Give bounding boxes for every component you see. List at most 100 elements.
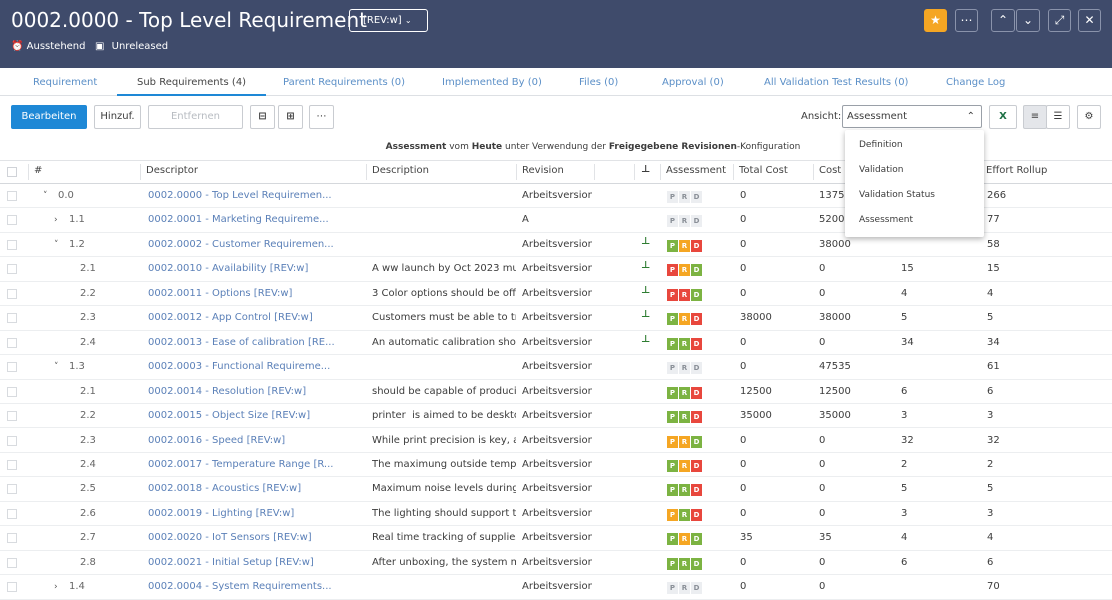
view-option[interactable]: Assessment [859,215,913,225]
cost-rollup: 0 [819,507,826,519]
effort-rollup: 3 [987,507,994,519]
row-checkbox[interactable] [7,459,17,470]
row-number: 1.2 [69,238,85,250]
descriptor-link[interactable]: 0002.0016 - Speed [REV:w] [148,434,286,446]
close-button[interactable]: ✕ [1078,9,1101,32]
column-header[interactable]: Effort Rollup [986,165,1048,176]
collapse-button[interactable]: ⤢ [1048,9,1071,32]
assessment-chip: R [679,533,690,546]
config-segment: unter Verwendung der [502,142,609,152]
tab[interactable]: Parent Requirements (0) [283,77,406,88]
remove-button[interactable]: Entfernen [148,105,243,129]
expand-all-button[interactable]: ⊞ [278,105,303,129]
column-header[interactable]: Assessment [666,165,726,176]
row-checkbox[interactable] [7,239,17,250]
descriptor-link[interactable]: 0002.0021 - Initial Setup [REV:w] [148,556,314,568]
descriptor-link[interactable]: 0002.0015 - Object Size [REV:w] [148,410,311,422]
revision: Arbeitsversion [522,434,592,446]
descriptor-link[interactable]: 0002.0000 - Top Level Requiremen... [148,190,332,201]
row-checkbox[interactable] [7,288,17,299]
tab[interactable]: Requirement [33,77,98,88]
view-option[interactable]: Validation [859,165,904,175]
column-divider [516,164,517,180]
add-button[interactable]: Hinzuf. [94,105,141,129]
row-checkbox[interactable] [7,362,17,373]
descriptor-link[interactable]: 0002.0014 - Resolution [REV:w] [148,385,307,397]
row: 2.1 0002.0010 - Availability [REV:w] A ww … [0,257,1112,282]
row-checkbox[interactable] [7,313,17,324]
row-toggle[interactable]: › [54,582,58,593]
revision: Arbeitsversion [522,312,592,324]
row-checkbox[interactable] [7,557,17,568]
row-checkbox[interactable] [7,582,17,593]
total-cost: 0 [740,190,747,201]
more-button[interactable]: ⋯ [955,9,978,32]
descriptor-link[interactable]: 0002.0001 - Marketing Requireme... [148,214,329,226]
excel-button[interactable]: X [989,105,1017,129]
row-checkbox[interactable] [7,484,17,495]
descriptor-link[interactable]: 0002.0020 - IoT Sensors [REV:w] [148,532,312,544]
descriptor-link[interactable]: 0002.0004 - System Requirements... [148,581,332,593]
favorite-button[interactable]: ★ [924,9,947,32]
row-checkbox[interactable] [7,411,17,422]
revision: Arbeitsversion [522,556,592,568]
row-toggle[interactable]: ˅ [43,191,48,201]
row-toggle[interactable]: › [54,215,58,226]
column-header[interactable]: Descriptor [146,165,198,176]
assessment-chip: R [679,264,690,277]
assessment-chip: D [691,313,702,326]
effort: 15 [901,263,914,275]
row-checkbox[interactable] [7,191,17,201]
descriptor-link[interactable]: 0002.0010 - Availability [REV:w] [148,263,309,275]
tab[interactable]: Approval (0) [662,77,724,88]
view-select[interactable]: Assessment ⌃ [842,105,982,128]
effort-rollup: 58 [987,238,1000,250]
revision-button[interactable]: [REV:w] ⌄ [349,9,428,32]
collapse-all-button[interactable]: ⊟ [250,105,275,129]
tab[interactable]: Files (0) [579,77,619,88]
edit-button[interactable]: Bearbeiten [11,105,87,129]
revision: Arbeitsversion [522,287,592,299]
view-list-button[interactable]: ☰ [1046,105,1070,129]
revision: Arbeitsversion [522,458,592,470]
tab[interactable]: Sub Requirements (4) [117,68,267,96]
descriptor-link[interactable]: 0002.0019 - Lighting [REV:w] [148,507,295,519]
column-header[interactable]: # [34,165,43,176]
descriptor-link[interactable]: 0002.0012 - App Control [REV:w] [148,312,313,324]
settings-button[interactable]: ⚙ [1077,105,1101,129]
link-icon: ⊥ [641,333,651,345]
row-checkbox[interactable] [7,337,17,348]
effort: 3 [901,507,908,519]
more-actions-button[interactable]: ⋯ [309,105,334,129]
row-checkbox[interactable] [7,435,17,446]
row-toggle[interactable]: ˅ [54,362,59,373]
tab[interactable]: All Validation Test Results (0) [764,77,909,88]
description: should be capable of producinc [372,385,516,397]
row-checkbox[interactable] [7,386,17,397]
view-compact-button[interactable]: ≡ [1023,105,1047,129]
prev-button[interactable]: ⌃ [991,9,1015,32]
descriptor-link[interactable]: 0002.0013 - Ease of calibration [RE... [148,336,335,348]
row-checkbox[interactable] [7,508,17,519]
column-divider [813,164,814,180]
descriptor-link[interactable]: 0002.0018 - Acoustics [REV:w] [148,483,302,495]
descriptor-link[interactable]: 0002.0011 - Options [REV:w] [148,287,293,299]
row-checkbox[interactable] [7,533,17,544]
descriptor-link[interactable]: 0002.0002 - Customer Requiremen... [148,238,334,250]
row-checkbox[interactable] [7,264,17,275]
next-button[interactable]: ⌄ [1016,9,1040,32]
descriptor-link[interactable]: 0002.0017 - Temperature Range [R... [148,458,334,470]
column-header[interactable]: Total Cost [739,165,788,176]
row-checkbox[interactable] [7,215,17,226]
tab[interactable]: Implemented By (0) [442,77,542,88]
column-header[interactable]: Description [372,165,429,176]
view-option[interactable]: Definition [859,140,903,150]
select-all[interactable] [7,167,17,177]
row-toggle[interactable]: ˅ [54,239,59,250]
assessment-chip: D [691,557,702,570]
view-dropdown: Definition Validation Validation Status Ass… [845,130,984,237]
column-header[interactable]: Revision [522,165,564,176]
view-option[interactable]: Validation Status [859,190,935,200]
tab[interactable]: Change Log [946,77,1006,88]
descriptor-link[interactable]: 0002.0003 - Functional Requireme... [148,361,331,373]
